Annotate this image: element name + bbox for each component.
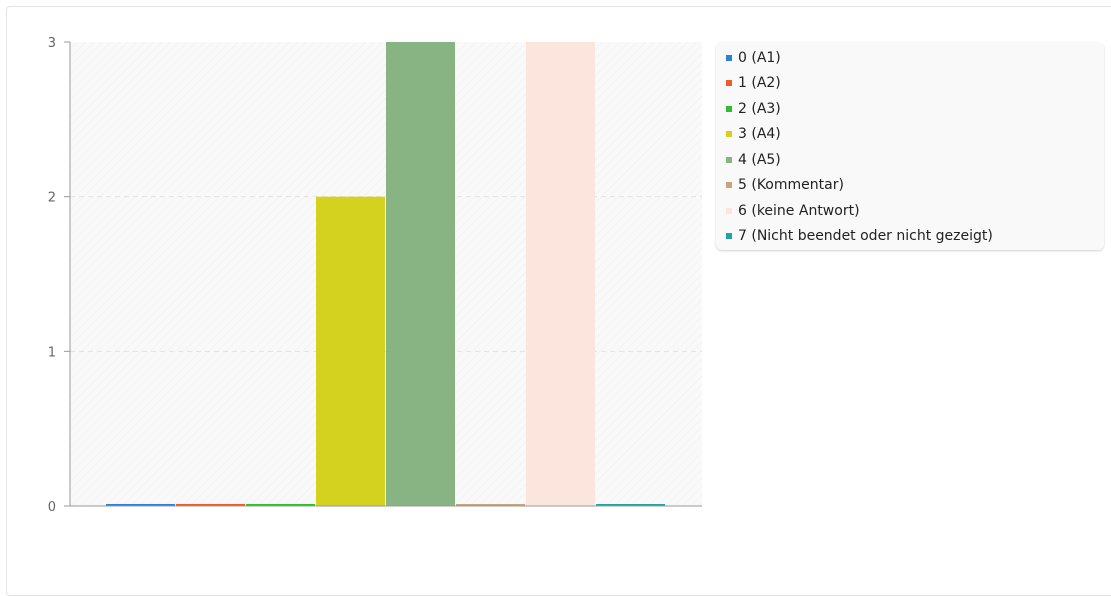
- bar[interactable]: [456, 504, 525, 506]
- bar[interactable]: [106, 504, 175, 506]
- legend-label: 1 (A2): [738, 75, 781, 92]
- legend-swatch-icon: [726, 54, 732, 61]
- legend-item[interactable]: 4 (A5): [726, 147, 1104, 173]
- legend-item[interactable]: 2 (A3): [726, 96, 1104, 122]
- legend-swatch-icon: [726, 156, 732, 163]
- chart-legend: 0 (A1) 1 (A2) 2 (A3) 3 (A4) 4 (A5) 5 (Komment…: [716, 42, 1104, 250]
- legend-label: 2 (A3): [738, 100, 781, 117]
- legend-label: 3 (A4): [738, 126, 781, 143]
- legend-item[interactable]: 3 (A4): [726, 122, 1104, 148]
- bar[interactable]: [386, 42, 455, 506]
- legend-swatch-icon: [726, 80, 732, 87]
- legend-item[interactable]: 1 (A2): [726, 71, 1104, 97]
- legend-swatch-icon: [726, 233, 732, 240]
- legend-item[interactable]: 7 (Nicht beendet oder nicht gezeigt): [726, 224, 1104, 250]
- y-tick-label: 1: [48, 345, 56, 360]
- legend-swatch-icon: [726, 182, 732, 189]
- legend-label: 5 (Kommentar): [738, 177, 844, 194]
- legend-label: 7 (Nicht beendet oder nicht gezeigt): [738, 228, 993, 245]
- bars: [106, 42, 665, 506]
- legend-swatch-icon: [726, 207, 732, 214]
- bar[interactable]: [246, 504, 315, 506]
- y-tick-label: 2: [48, 191, 56, 206]
- legend-swatch-icon: [726, 131, 732, 138]
- legend-item[interactable]: 6 (keine Antwort): [726, 198, 1104, 224]
- y-tick-label: 3: [48, 36, 56, 51]
- legend-swatch-icon: [726, 105, 732, 112]
- legend-item[interactable]: 5 (Kommentar): [726, 173, 1104, 199]
- y-axis-ticks: 0 1 2 3: [48, 36, 70, 515]
- legend-label: 0 (A1): [738, 49, 781, 66]
- y-tick-label: 0: [48, 500, 56, 515]
- bar[interactable]: [596, 504, 665, 506]
- legend-item[interactable]: 0 (A1): [726, 45, 1104, 71]
- legend-label: 6 (keine Antwort): [738, 202, 860, 219]
- legend-label: 4 (A5): [738, 151, 781, 168]
- bar-chart: 0 1 2 3: [48, 36, 702, 515]
- bar[interactable]: [526, 42, 595, 506]
- axes: [69, 42, 702, 507]
- bar[interactable]: [316, 196, 385, 506]
- bar[interactable]: [176, 504, 245, 506]
